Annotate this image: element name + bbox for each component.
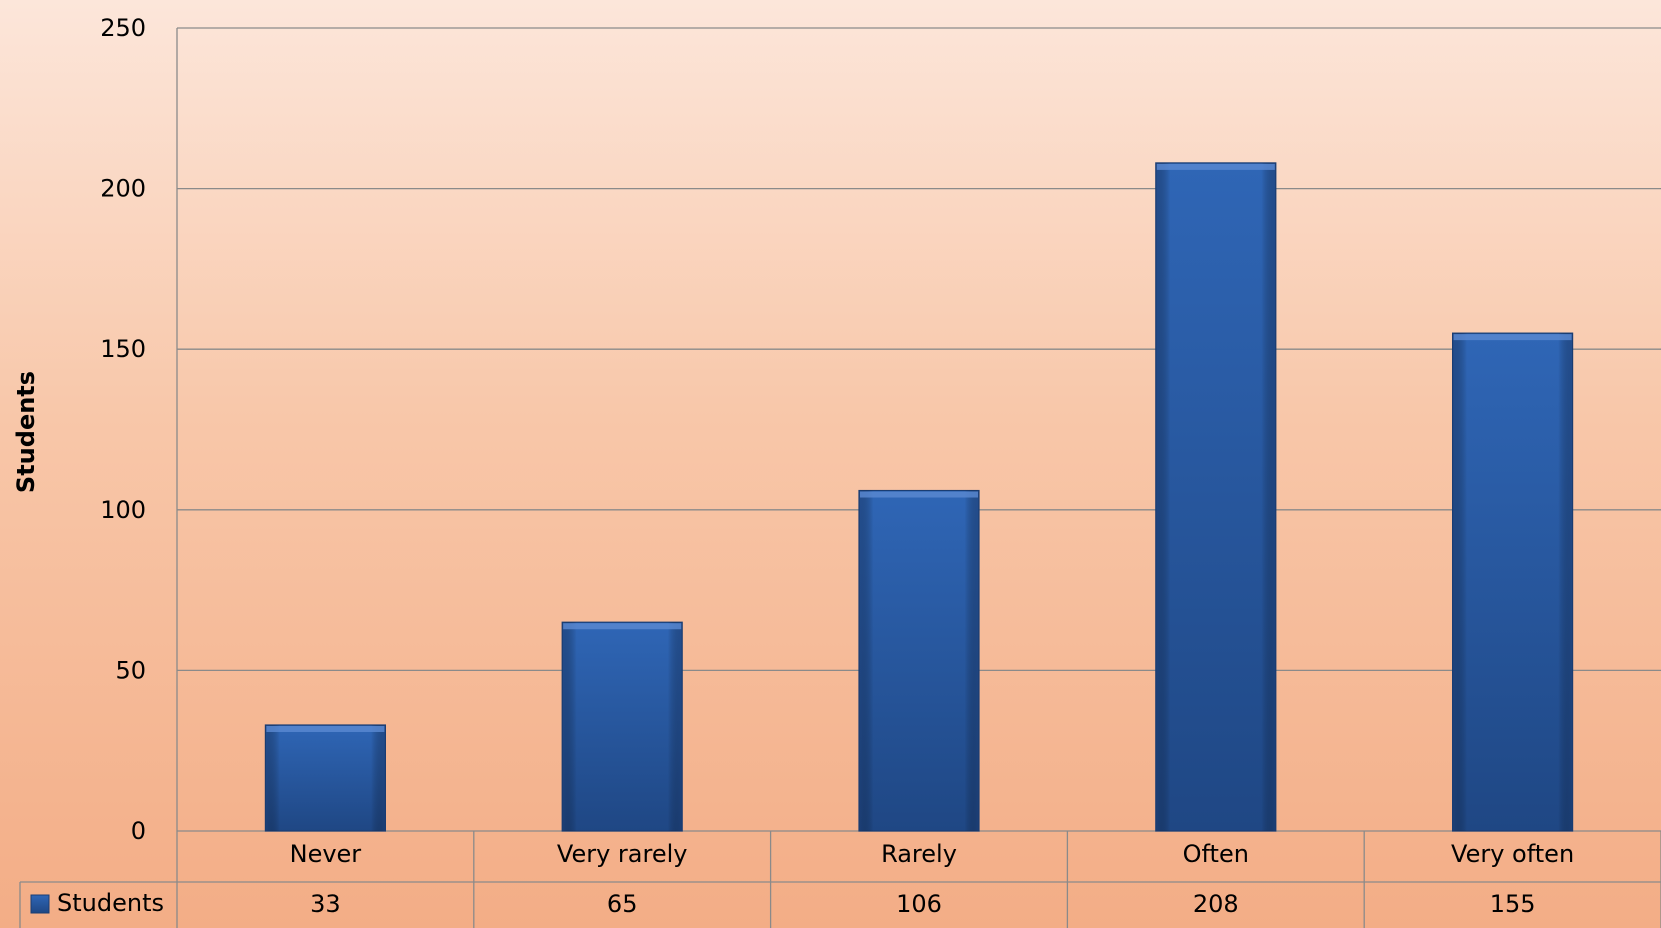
data-table-value: 33 [310, 890, 341, 918]
data-table: Never 33 Very rarely 65 Rarely 106 Often 208 Ver… [19, 831, 1661, 928]
bar [561, 621, 683, 832]
data-table-value: 208 [1193, 890, 1239, 918]
y-tick-label: 50 [115, 656, 146, 684]
y-tick-label: 200 [100, 175, 146, 203]
x-category-label: Rarely [881, 840, 957, 868]
y-axis-ticks: 0 50 100 150 200 250 [100, 14, 146, 845]
bar [858, 489, 980, 832]
legend-series-name: Students [57, 889, 164, 917]
x-category-label: Very rarely [557, 840, 688, 868]
bar [264, 724, 386, 832]
x-category-label: Very often [1451, 840, 1574, 868]
data-table-value: 106 [896, 890, 942, 918]
data-table-value: 65 [607, 890, 638, 918]
legend-key [30, 894, 50, 914]
y-tick-label: 100 [100, 496, 146, 524]
bar [1451, 332, 1574, 832]
y-tick-label: 0 [131, 817, 146, 845]
y-tick-label: 250 [100, 14, 146, 42]
x-category-label: Often [1183, 840, 1249, 868]
bars [264, 162, 1574, 832]
data-table-value: 155 [1490, 890, 1536, 918]
y-tick-label: 150 [100, 335, 146, 363]
x-category-label: Never [290, 840, 362, 868]
y-axis-label: Students [12, 371, 40, 493]
bar [1155, 162, 1277, 832]
